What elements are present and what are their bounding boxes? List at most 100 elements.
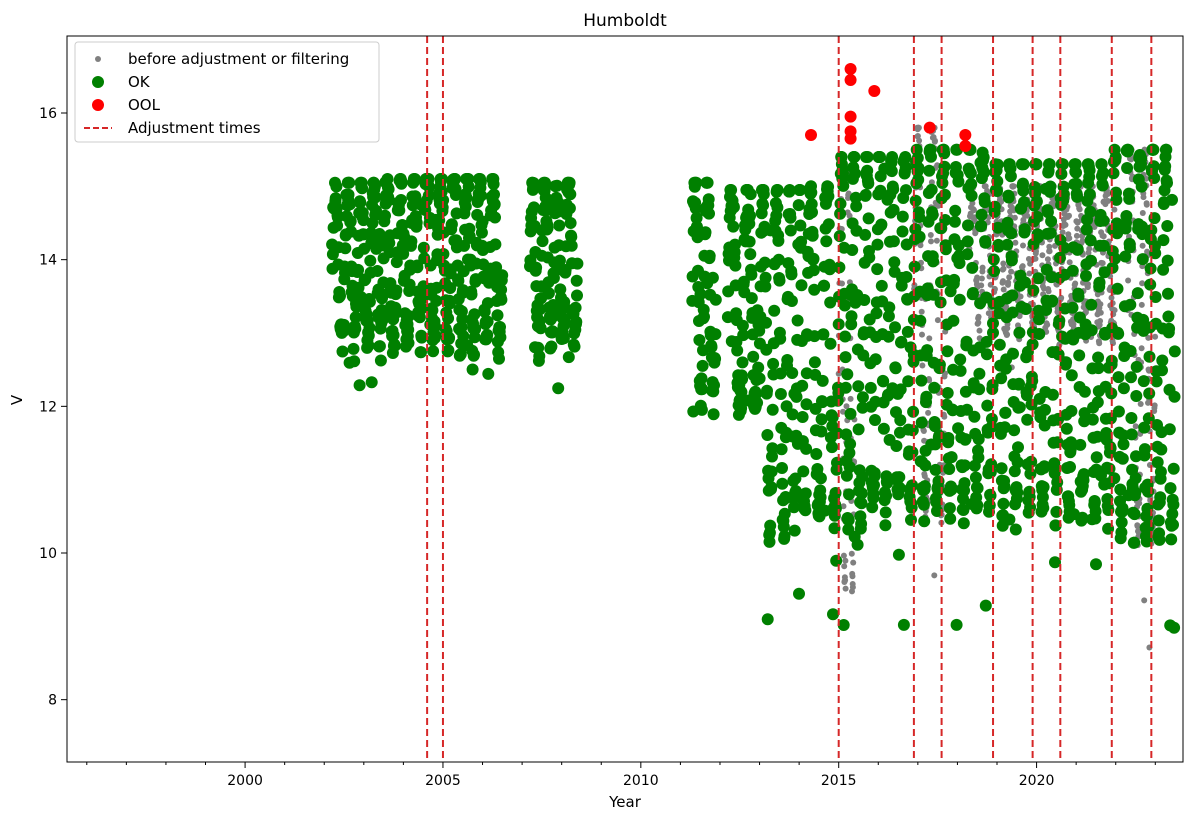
ok-point (1024, 467, 1037, 480)
ok-point (1008, 424, 1021, 437)
ok-point (1049, 519, 1062, 532)
ok-point (789, 485, 802, 497)
ok-point (965, 178, 978, 191)
ok-point (972, 433, 985, 446)
ok-point (699, 226, 712, 239)
ok-point (465, 288, 478, 301)
ok-point (735, 386, 748, 398)
ok-point (842, 514, 855, 527)
ok-point (1030, 195, 1043, 208)
ok-point (546, 325, 559, 338)
ok-point (808, 356, 821, 369)
ok-point (551, 179, 564, 192)
ok-point (1024, 501, 1037, 514)
ok-point (1116, 502, 1129, 515)
ok-point (765, 465, 778, 478)
ok-point (839, 351, 852, 364)
ok-point (1048, 467, 1061, 480)
gray-point (969, 200, 976, 207)
ok-point (926, 209, 939, 222)
ok-point (930, 495, 943, 507)
ok-point (895, 335, 908, 348)
ok-point (822, 190, 835, 203)
ok-point (1090, 558, 1102, 571)
ok-point (962, 219, 974, 232)
ok-point (709, 328, 722, 341)
ok-point (735, 402, 748, 415)
ok-point (900, 271, 913, 283)
ok-point (1125, 428, 1138, 441)
ok-point (1131, 287, 1144, 300)
gray-point (1062, 221, 1069, 228)
ok-point (1135, 180, 1148, 193)
ok-point (422, 189, 435, 202)
ok-point (906, 479, 919, 492)
y-tick-label: 16 (39, 106, 57, 122)
ok-point (1049, 556, 1061, 569)
ok-point (390, 306, 403, 319)
gray-point (1066, 259, 1073, 266)
x-tick-label: 2010 (623, 773, 659, 789)
ok-point (481, 328, 494, 341)
ok-point (899, 161, 912, 174)
ok-point (689, 202, 702, 215)
gray-point (1039, 252, 1046, 259)
ool-point (844, 74, 857, 86)
ok-point (694, 288, 707, 301)
ok-point (967, 287, 979, 299)
ok-point (1130, 390, 1143, 402)
ok-point (708, 379, 720, 392)
ok-point (1017, 184, 1030, 197)
ok-point (1110, 217, 1123, 230)
gray-point (1045, 288, 1052, 295)
ok-point (1124, 298, 1137, 311)
ok-point (928, 420, 941, 433)
ok-point (1074, 438, 1087, 451)
ok-point (808, 283, 821, 296)
ok-point (693, 334, 706, 346)
ok-point (729, 238, 741, 251)
ok-point (1143, 350, 1156, 363)
ool-points-layer (805, 63, 972, 152)
ok-point (1021, 413, 1034, 426)
ok-point (952, 422, 965, 435)
ok-point (1031, 231, 1044, 244)
ok-point (766, 442, 779, 455)
ok-point (875, 218, 888, 231)
ok-point (415, 346, 427, 359)
ok-point (442, 312, 455, 325)
ok-point (992, 221, 1004, 234)
ok-point (761, 384, 773, 397)
ok-point (1166, 193, 1178, 206)
ok-point (411, 261, 424, 274)
ok-point (1007, 347, 1019, 360)
ok-point (370, 204, 382, 217)
gray-point (917, 242, 924, 249)
ok-point (364, 254, 377, 267)
ok-point (469, 323, 482, 336)
ok-point (389, 339, 401, 352)
ok-point (1001, 238, 1014, 251)
ok-point (482, 367, 495, 380)
ok-point (1046, 388, 1059, 401)
ok-point (395, 176, 408, 188)
gray-point (1066, 235, 1073, 242)
ok-point (379, 209, 391, 222)
ok-point (429, 329, 442, 342)
gray-point (848, 550, 855, 557)
ok-point (334, 289, 346, 302)
gray-point (1010, 183, 1017, 190)
ok-point (862, 212, 875, 225)
ok-point (761, 613, 774, 626)
ok-point (393, 204, 406, 217)
ok-point (1112, 371, 1125, 384)
ok-point (1013, 401, 1026, 414)
ok-point (410, 216, 423, 229)
ok-point (753, 372, 766, 385)
gray-point (1085, 281, 1091, 288)
ok-point (363, 295, 376, 308)
gray-point (1143, 201, 1150, 208)
ok-point (882, 310, 895, 323)
gray-point (1008, 268, 1015, 275)
ok-point (866, 501, 879, 514)
